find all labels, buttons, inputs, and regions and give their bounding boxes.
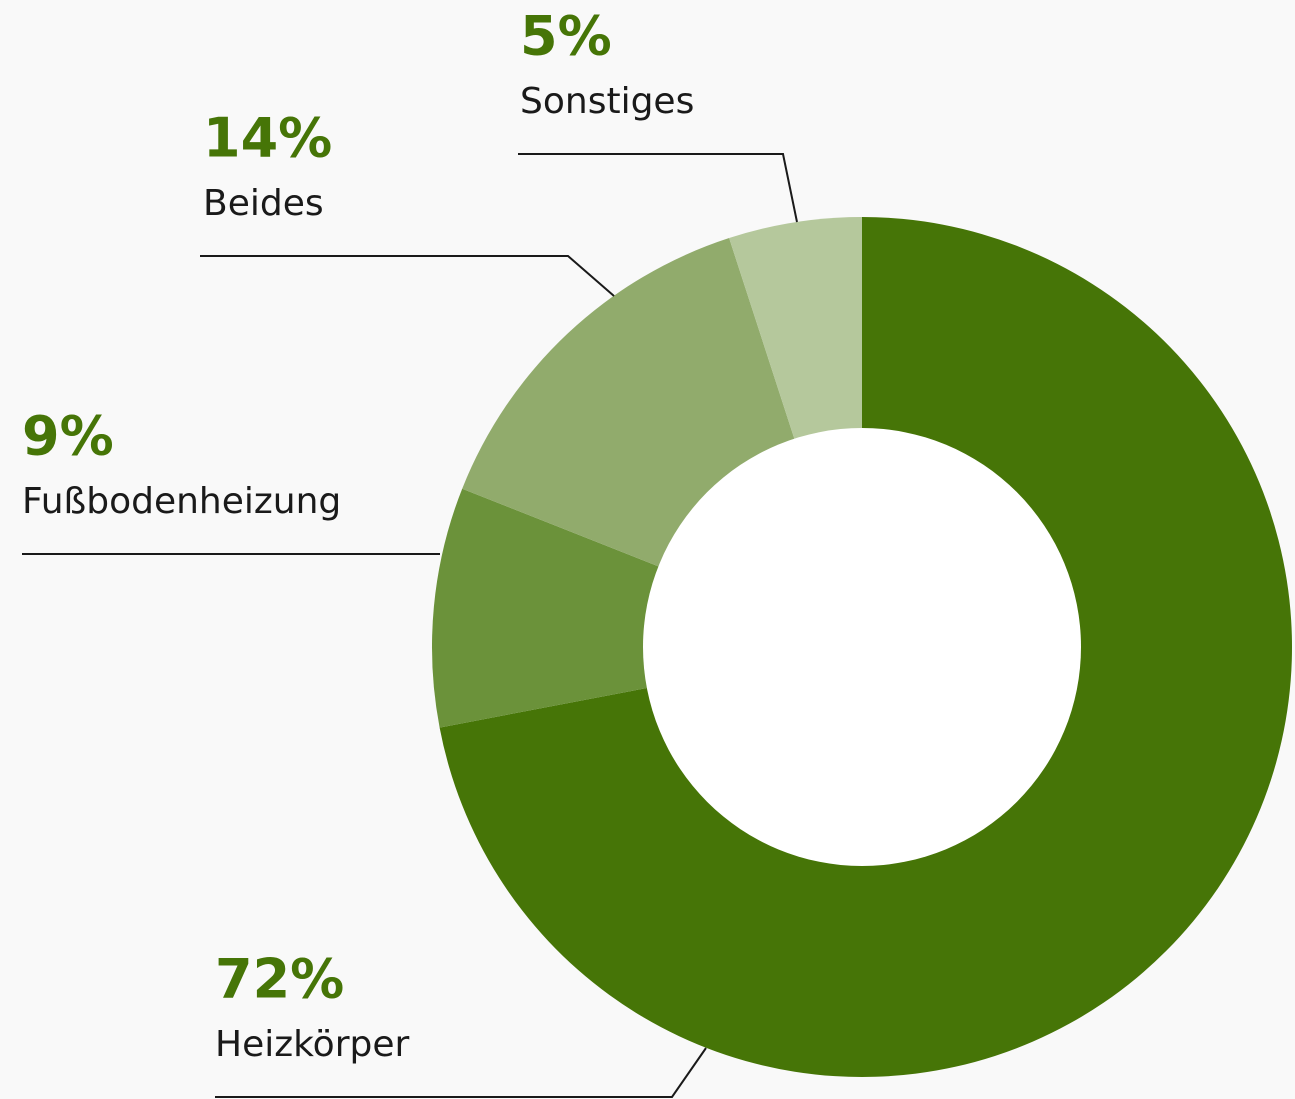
leader-line: [215, 1047, 707, 1098]
leader-line: [518, 153, 798, 223]
value-label: 72%: [215, 948, 344, 1011]
category-label: Heizkörper: [215, 1024, 410, 1065]
category-label: Fußbodenheizung: [22, 481, 341, 522]
value-label: 9%: [22, 405, 114, 468]
category-label: Beides: [203, 183, 324, 224]
leader-line: [200, 255, 615, 297]
value-label: 5%: [520, 5, 612, 68]
donut-hole: [643, 428, 1081, 866]
category-label: Sonstiges: [520, 81, 694, 122]
value-label: 14%: [203, 107, 332, 170]
